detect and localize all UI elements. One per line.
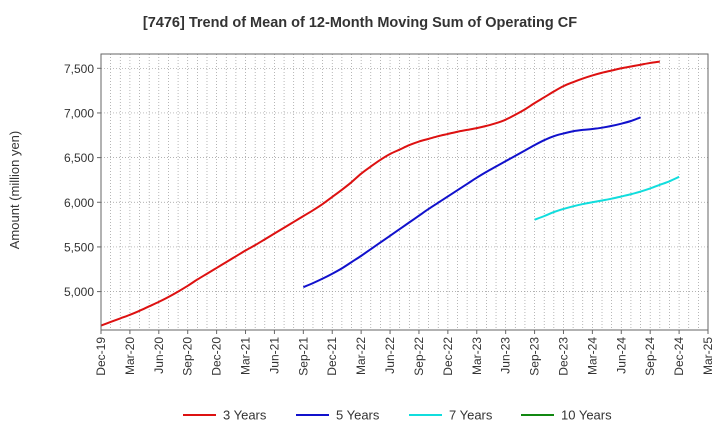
grid-lines (101, 54, 708, 330)
x-tick-label: Jun-21 (267, 337, 281, 374)
y-tick-label: 5,500 (64, 240, 94, 254)
y-tick-label: 6,000 (64, 196, 94, 210)
x-tick-label: Mar-25 (701, 337, 715, 375)
x-tick-label: Mar-22 (354, 337, 368, 375)
x-tick-label: Jun-23 (499, 337, 513, 374)
x-tick-label: Mar-24 (585, 337, 599, 375)
legend: 3 Years 5 Years 7 Years 10 Years (183, 408, 612, 423)
y-tick-label: 5,000 (64, 285, 94, 299)
y-axis-ticks: 5,000 5,500 6,000 6,500 7,000 7,500 (64, 62, 101, 299)
x-tick-label: Jun-20 (152, 337, 166, 374)
x-tick-label: Sep-20 (181, 337, 195, 376)
legend-label-7-years: 7 Years (449, 408, 493, 423)
series-line-7-years (534, 175, 680, 221)
x-tick-label: Sep-23 (528, 337, 542, 376)
x-tick-label: Dec-21 (325, 337, 339, 376)
x-tick-label: Sep-21 (296, 337, 310, 376)
x-tick-label: Mar-21 (239, 337, 253, 375)
legend-label-3-years: 3 Years (223, 408, 267, 423)
legend-label-5-years: 5 Years (336, 408, 380, 423)
series-line-5-years (302, 116, 641, 289)
x-tick-label: Sep-22 (412, 337, 426, 376)
x-axis-ticks: Dec-19 Mar-20 Jun-20 Sep-20 Dec-20 Mar-21 Jun-… (94, 330, 715, 376)
x-tick-label: Dec-20 (210, 337, 224, 376)
x-tick-label: Mar-20 (123, 337, 137, 375)
y-axis-label: Amount (million yen) (7, 131, 22, 250)
series-lines (100, 60, 680, 327)
x-tick-label: Dec-19 (94, 337, 108, 376)
x-tick-label: Dec-22 (441, 337, 455, 376)
legend-label-10-years: 10 Years (561, 408, 612, 423)
x-tick-label: Sep-24 (643, 337, 657, 376)
x-tick-label: Mar-23 (470, 337, 484, 375)
x-tick-label: Dec-23 (556, 337, 570, 376)
y-tick-label: 7,000 (64, 106, 94, 120)
x-tick-label: Dec-24 (672, 337, 686, 376)
x-tick-label: Jun-24 (614, 337, 628, 374)
chart-title: [7476] Trend of Mean of 12-Month Moving … (143, 15, 577, 31)
y-tick-label: 7,500 (64, 62, 94, 76)
plot-frame (100, 53, 709, 331)
x-tick-label: Jun-22 (383, 337, 397, 374)
series-line-3-years (100, 60, 660, 327)
y-tick-label: 6,500 (64, 151, 94, 165)
